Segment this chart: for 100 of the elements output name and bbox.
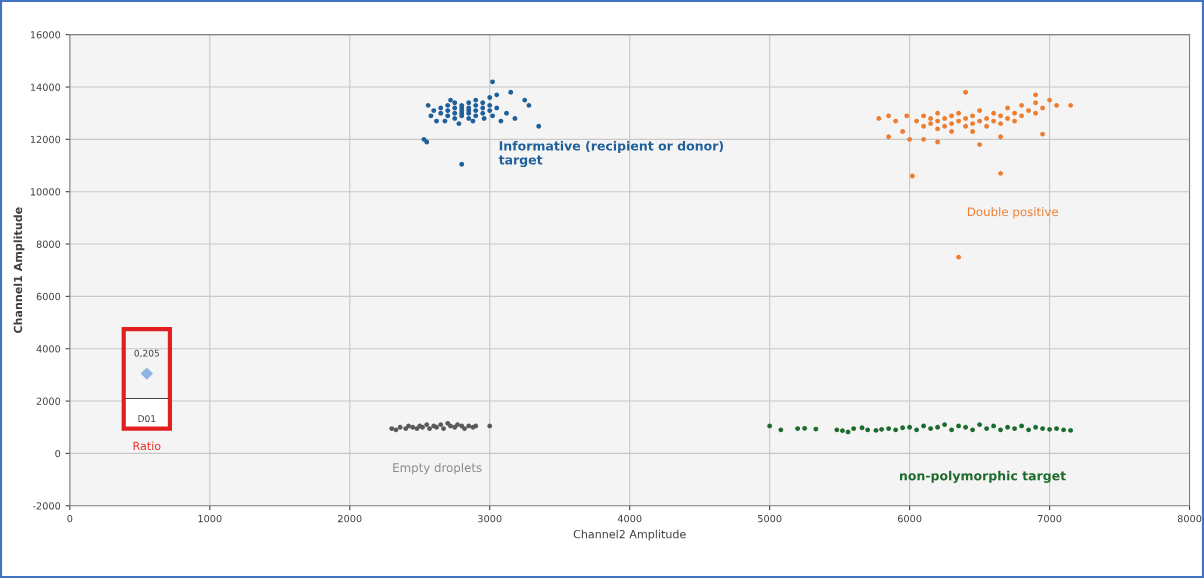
point — [438, 105, 444, 111]
point — [859, 425, 865, 431]
point — [1012, 110, 1017, 116]
point — [956, 110, 962, 116]
point — [428, 113, 434, 119]
point — [865, 427, 871, 433]
point — [851, 426, 857, 431]
point — [438, 422, 444, 428]
point — [487, 95, 493, 100]
point — [928, 426, 934, 431]
y-tick-label: 0 — [55, 449, 61, 458]
point — [963, 123, 969, 129]
point — [886, 134, 892, 140]
point — [480, 100, 486, 106]
y-tick-label: 2000 — [36, 397, 61, 405]
point — [795, 426, 801, 431]
point — [914, 427, 920, 433]
x-tick-label: 0 — [67, 514, 73, 523]
y-tick-label: -2000 — [33, 502, 61, 510]
point — [977, 142, 983, 147]
point — [879, 426, 885, 432]
point — [425, 102, 431, 108]
point — [1054, 426, 1059, 431]
point — [1047, 426, 1052, 432]
annotation: 0,205 — [134, 349, 159, 358]
point — [490, 79, 495, 85]
y-tick-label: 8000 — [36, 240, 61, 248]
point — [886, 113, 892, 119]
point — [963, 89, 969, 95]
point — [970, 427, 976, 433]
point — [970, 113, 976, 119]
point — [480, 110, 486, 116]
point — [942, 422, 948, 428]
point — [397, 424, 403, 430]
point — [942, 116, 948, 121]
point — [984, 426, 990, 431]
y-tick-label: 16000 — [30, 31, 61, 39]
point — [410, 424, 416, 430]
x-tick-label: 5000 — [758, 514, 782, 523]
point — [998, 134, 1003, 140]
point — [977, 422, 983, 428]
point — [991, 110, 997, 116]
point — [907, 136, 913, 142]
point — [536, 123, 542, 129]
point — [956, 254, 962, 260]
point — [1019, 102, 1024, 108]
point — [481, 116, 487, 121]
point — [949, 121, 955, 127]
y-tick-label: 4000 — [36, 345, 61, 353]
point — [445, 102, 451, 108]
y-tick-label: 12000 — [30, 135, 61, 144]
point — [886, 426, 892, 431]
y-axis-title: Channel1 Amplitude — [13, 207, 25, 334]
x-axis-title: Channel2 Amplitude — [573, 529, 686, 541]
point — [1033, 424, 1038, 430]
point — [977, 108, 983, 113]
point — [459, 161, 465, 167]
point — [452, 110, 458, 116]
annotation: Ratio — [133, 441, 161, 451]
point — [140, 367, 154, 380]
y-tick-label: 6000 — [36, 292, 61, 301]
point — [904, 113, 910, 119]
point — [840, 428, 845, 434]
x-tick-label: 3000 — [478, 514, 502, 523]
point — [487, 423, 493, 429]
point — [998, 113, 1003, 119]
annotation: D01 — [138, 415, 156, 423]
y-tick-label: 10000 — [30, 188, 61, 196]
point — [490, 113, 495, 119]
point — [445, 113, 451, 119]
point — [473, 113, 479, 119]
point — [504, 110, 509, 116]
point — [928, 116, 934, 121]
point — [441, 426, 446, 431]
point — [1068, 102, 1073, 108]
point — [427, 426, 432, 431]
point — [1033, 100, 1038, 106]
point — [473, 108, 479, 113]
annotation: Double positive — [967, 207, 1059, 219]
point — [1068, 427, 1073, 433]
point — [466, 116, 472, 121]
point — [834, 427, 840, 433]
point — [508, 89, 514, 95]
point — [949, 113, 955, 119]
point — [921, 123, 927, 129]
point — [526, 102, 532, 108]
point — [1005, 424, 1010, 430]
point — [949, 129, 955, 134]
point — [473, 97, 479, 103]
annotation: non-polymorphic target — [900, 470, 1066, 483]
point — [480, 105, 486, 111]
point — [921, 136, 927, 142]
point — [935, 424, 941, 430]
x-tick-label: 4000 — [617, 514, 642, 523]
point — [1026, 108, 1031, 113]
point — [949, 427, 955, 433]
point — [487, 102, 493, 108]
point — [466, 423, 472, 429]
x-tick-label: 6000 — [897, 514, 922, 523]
annotation: Informative (recipient or donor) target — [498, 140, 723, 168]
